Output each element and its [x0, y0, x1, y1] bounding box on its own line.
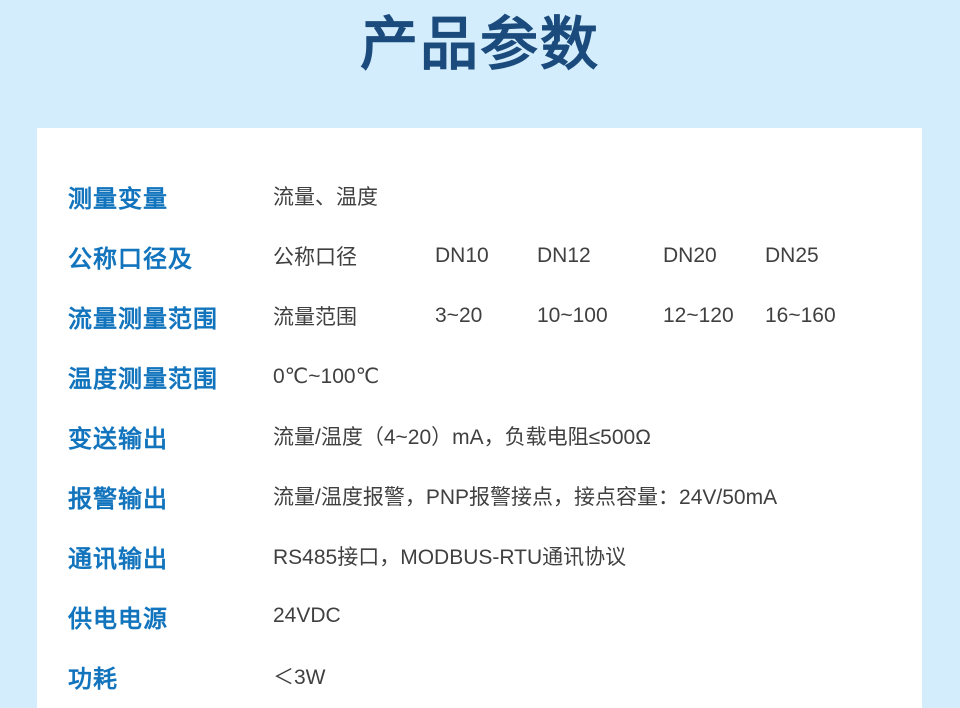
- diameter-cell: DN25: [765, 244, 819, 267]
- spec-label: 温度测量范围: [68, 365, 218, 393]
- diameter-cell: DN10: [435, 244, 489, 267]
- spec-value: 0℃~100℃: [273, 364, 380, 388]
- spec-value: RS485接口，MODBUS-RTU通讯协议: [273, 546, 627, 569]
- flow-range-cells: 流量范围 3~20 10~100 12~120 16~160: [273, 301, 922, 331]
- flow-range-cell: 16~160: [765, 304, 836, 327]
- spec-label: 报警输出: [68, 485, 168, 513]
- spec-row-transmitter-output: 变送输出 流量/温度（4~20）mA，负载电阻≤500Ω: [68, 406, 922, 466]
- spec-row-power-consumption: 功耗 ＜3W: [68, 646, 922, 706]
- spec-value: 流量/温度报警，PNP报警接点，接点容量：24V/50mA: [273, 486, 778, 509]
- flow-range-cell: 12~120: [663, 304, 734, 327]
- spec-row-flow-range: 流量测量范围 流量范围 3~20 10~100 12~120 16~160: [68, 286, 922, 346]
- spec-value: 24VDC: [273, 604, 341, 627]
- spec-label: 供电电源: [68, 605, 168, 633]
- spec-label: 变送输出: [68, 425, 168, 453]
- spec-row-measured-variables: 测量变量 流量、温度: [68, 166, 922, 226]
- page-title: 产品参数: [359, 12, 600, 77]
- spec-table: 测量变量 流量、温度 公称口径及 公称口径 DN10 DN12 DN20 DN2…: [37, 128, 922, 706]
- spec-label: 公称口径及: [68, 245, 193, 273]
- flow-range-cell: 3~20: [435, 304, 483, 327]
- spec-row-communication-output: 通讯输出 RS485接口，MODBUS-RTU通讯协议: [68, 526, 922, 586]
- spec-label: 功耗: [68, 665, 118, 693]
- spec-row-temperature-range: 温度测量范围 0℃~100℃: [68, 346, 922, 406]
- diameter-cells: 公称口径 DN10 DN12 DN20 DN25: [273, 241, 922, 271]
- sub-row-header: 流量范围: [273, 306, 357, 329]
- spec-label: 测量变量: [68, 185, 168, 213]
- spec-row-nominal-diameter: 公称口径及 公称口径 DN10 DN12 DN20 DN25: [68, 226, 922, 286]
- spec-card: 测量变量 流量、温度 公称口径及 公称口径 DN10 DN12 DN20 DN2…: [37, 128, 922, 708]
- spec-row-power-supply: 供电电源 24VDC: [68, 586, 922, 646]
- spec-label: 流量测量范围: [68, 305, 218, 333]
- sub-row-header: 公称口径: [273, 246, 357, 269]
- spec-value: 流量、温度: [273, 186, 378, 209]
- spec-row-alarm-output: 报警输出 流量/温度报警，PNP报警接点，接点容量：24V/50mA: [68, 466, 922, 526]
- diameter-cell: DN12: [537, 244, 591, 267]
- spec-value: 流量/温度（4~20）mA，负载电阻≤500Ω: [273, 426, 651, 449]
- diameter-cell: DN20: [663, 244, 717, 267]
- flow-range-cell: 10~100: [537, 304, 608, 327]
- spec-label: 通讯输出: [68, 545, 168, 573]
- spec-value: ＜3W: [273, 666, 326, 689]
